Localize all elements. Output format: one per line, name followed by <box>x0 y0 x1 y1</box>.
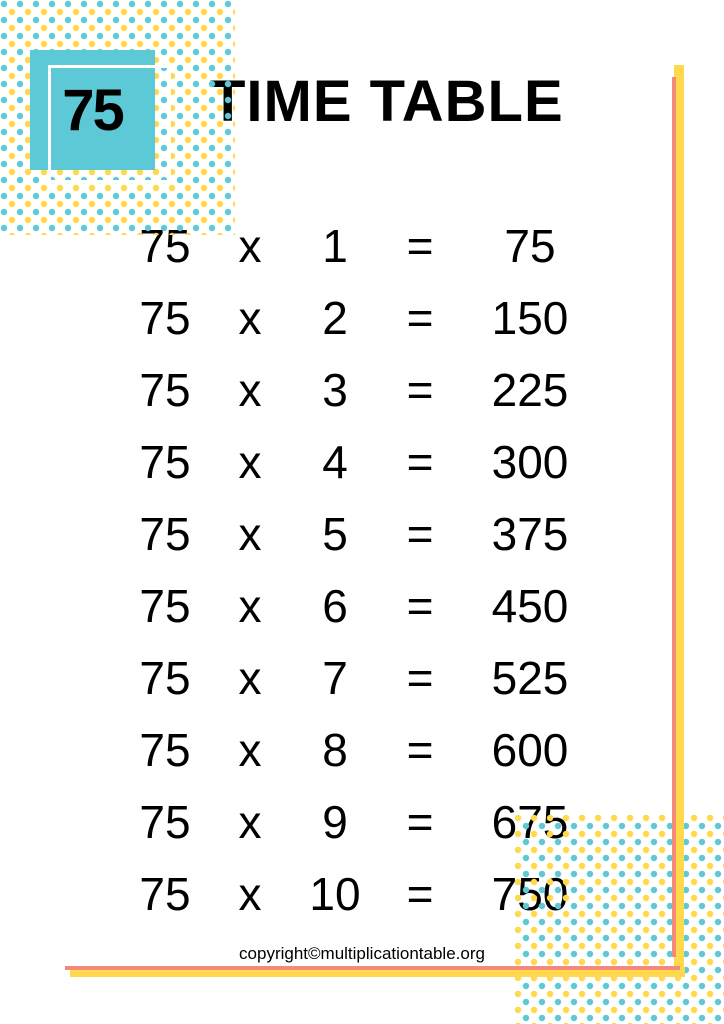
table-row: 75 x 8 = 600 <box>120 714 640 786</box>
base-value: 75 <box>120 435 210 489</box>
equals: = <box>380 723 460 777</box>
equals: = <box>380 867 460 921</box>
operator: x <box>210 867 290 921</box>
operator: x <box>210 651 290 705</box>
base-value: 75 <box>120 723 210 777</box>
equals: = <box>380 363 460 417</box>
border-right-coral <box>672 77 676 957</box>
multiplier: 6 <box>290 579 380 633</box>
result: 450 <box>460 579 600 633</box>
equals: = <box>380 219 460 273</box>
multiplier: 8 <box>290 723 380 777</box>
operator: x <box>210 363 290 417</box>
number-text: 75 <box>62 77 123 144</box>
result: 150 <box>460 291 600 345</box>
multiplier: 5 <box>290 507 380 561</box>
table-row: 75 x 6 = 450 <box>120 570 640 642</box>
multiplier: 3 <box>290 363 380 417</box>
operator: x <box>210 795 290 849</box>
multiplier: 9 <box>290 795 380 849</box>
equals: = <box>380 435 460 489</box>
operator: x <box>210 291 290 345</box>
operator: x <box>210 507 290 561</box>
base-value: 75 <box>120 867 210 921</box>
result: 75 <box>460 219 600 273</box>
base-value: 75 <box>120 291 210 345</box>
table-row: 75 x 2 = 150 <box>120 282 640 354</box>
multiplier: 1 <box>290 219 380 273</box>
page-title: TIME TABLE <box>210 68 564 135</box>
base-value: 75 <box>120 507 210 561</box>
multiplier: 2 <box>290 291 380 345</box>
table-row: 75 x 5 = 375 <box>120 498 640 570</box>
base-value: 75 <box>120 795 210 849</box>
dots-bottom-right-decoration <box>514 814 724 1024</box>
result: 525 <box>460 651 600 705</box>
result: 225 <box>460 363 600 417</box>
equals: = <box>380 651 460 705</box>
table-row: 75 x 4 = 300 <box>120 426 640 498</box>
multiplier: 10 <box>290 867 380 921</box>
multiplier: 4 <box>290 435 380 489</box>
equals: = <box>380 579 460 633</box>
base-value: 75 <box>120 579 210 633</box>
result: 600 <box>460 723 600 777</box>
result: 300 <box>460 435 600 489</box>
equals: = <box>380 291 460 345</box>
equals: = <box>380 795 460 849</box>
number-box: 75 <box>30 50 155 170</box>
border-bottom-coral <box>65 966 680 970</box>
operator: x <box>210 435 290 489</box>
table-row: 75 x 3 = 225 <box>120 354 640 426</box>
result: 375 <box>460 507 600 561</box>
table-row: 75 x 7 = 525 <box>120 642 640 714</box>
equals: = <box>380 507 460 561</box>
base-value: 75 <box>120 363 210 417</box>
operator: x <box>210 579 290 633</box>
base-value: 75 <box>120 651 210 705</box>
operator: x <box>210 723 290 777</box>
multiplier: 7 <box>290 651 380 705</box>
